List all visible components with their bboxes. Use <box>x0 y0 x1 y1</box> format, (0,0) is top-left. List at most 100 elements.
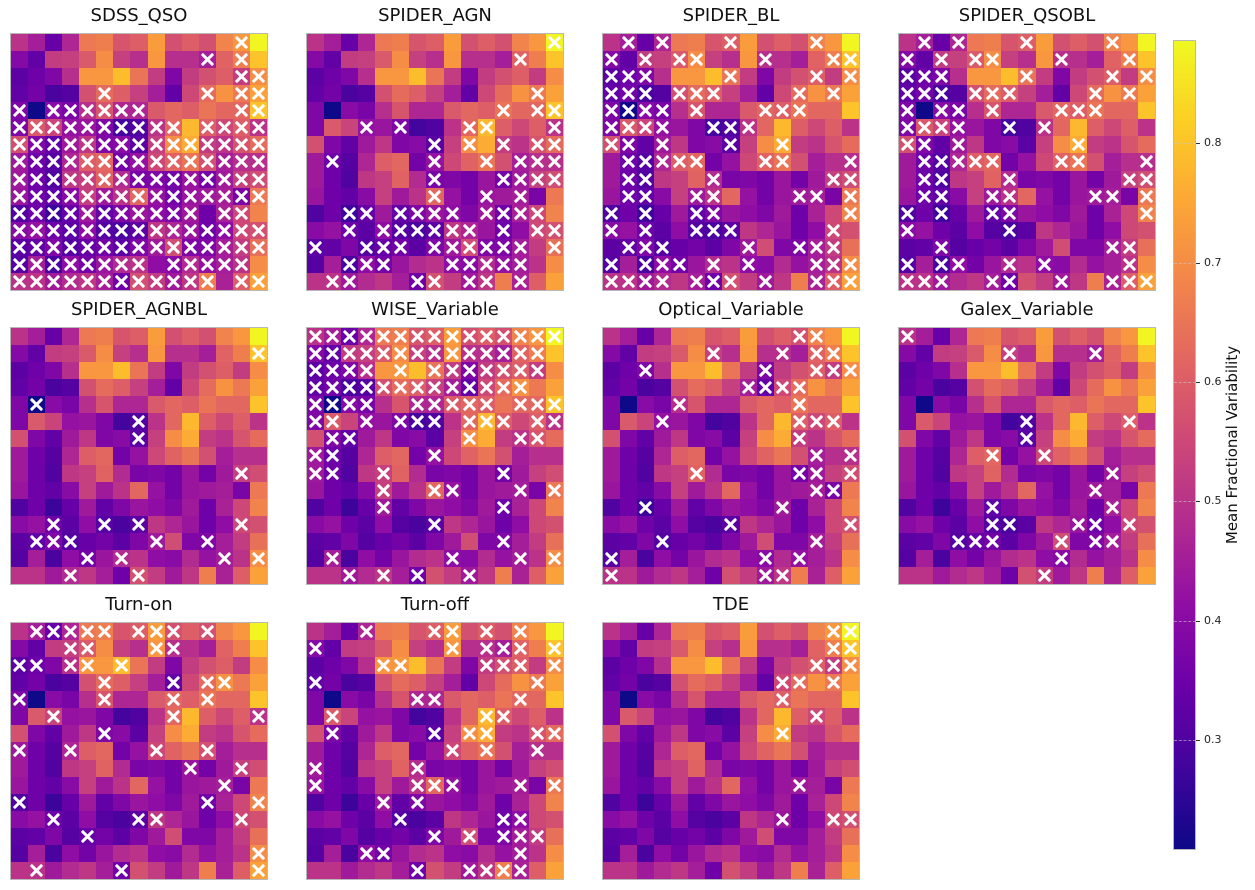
x-marker-icon <box>183 189 198 204</box>
heatmap-cell <box>392 238 410 256</box>
heatmap-cell <box>249 708 267 726</box>
heatmap-cell <box>637 532 655 550</box>
heatmap-cell <box>790 396 808 414</box>
x-marker-icon <box>1019 431 1034 446</box>
heatmap-cell <box>603 566 621 584</box>
x-marker-icon <box>1088 346 1103 361</box>
x-marker-icon <box>621 154 636 169</box>
heatmap-cell <box>950 328 968 346</box>
heatmap-cell <box>950 68 968 86</box>
x-marker-icon <box>1054 274 1069 289</box>
heatmap-cell <box>705 708 723 726</box>
heatmap-cell <box>79 238 97 256</box>
colorbar-gridline <box>1174 263 1196 264</box>
heatmap-cell <box>603 498 621 516</box>
heatmap-cell <box>198 447 216 465</box>
heatmap-cell <box>1103 85 1121 103</box>
heatmap-cell <box>45 187 63 205</box>
x-marker-icon <box>427 363 442 378</box>
heatmap-cell <box>79 272 97 290</box>
heatmap-cell <box>722 810 740 828</box>
x-marker-icon <box>479 380 494 395</box>
heatmap-cell <box>324 810 342 828</box>
heatmap-cell <box>841 776 859 794</box>
heatmap-cell <box>96 532 114 550</box>
heatmap-cell <box>984 272 1002 290</box>
heatmap-cell <box>11 102 29 120</box>
heatmap-cell <box>130 674 148 692</box>
heatmap-cell <box>443 742 461 760</box>
x-marker-icon <box>200 154 215 169</box>
heatmap-cell <box>1018 549 1036 567</box>
x-marker-icon <box>462 346 477 361</box>
x-marker-icon <box>638 120 653 135</box>
heatmap-cell <box>916 68 934 86</box>
heatmap-cell <box>409 34 427 52</box>
heatmap-cell <box>232 515 250 533</box>
heatmap-cell <box>1103 498 1121 516</box>
heatmap-cell <box>45 204 63 222</box>
x-marker-icon <box>1002 172 1017 187</box>
heatmap-cell <box>307 238 325 256</box>
heatmap-cell <box>773 68 791 86</box>
x-marker-icon <box>513 551 528 566</box>
heatmap-cell <box>984 379 1002 397</box>
heatmap-cell <box>249 674 267 692</box>
heatmap-cell <box>45 430 63 448</box>
x-marker-icon <box>445 743 460 758</box>
heatmap-cell <box>96 657 114 675</box>
heatmap-cell <box>477 238 495 256</box>
heatmap-cell <box>249 623 267 641</box>
heatmap-cell <box>739 102 757 120</box>
heatmap-cell <box>1137 345 1155 363</box>
heatmap-cell <box>620 396 638 414</box>
x-marker-icon <box>621 86 636 101</box>
heatmap-cell <box>11 238 29 256</box>
x-marker-icon <box>934 86 949 101</box>
heatmap-cell <box>899 413 917 431</box>
heatmap-cell <box>528 498 546 516</box>
x-marker-icon <box>479 346 494 361</box>
heatmap-cell <box>654 204 672 222</box>
heatmap-cell <box>1069 413 1087 431</box>
heatmap-cell <box>671 566 689 584</box>
heatmap-cell <box>358 153 376 171</box>
heatmap-cell <box>164 776 182 794</box>
heatmap-cell <box>232 379 250 397</box>
heatmap-cell <box>494 255 512 273</box>
heatmap-cell <box>688 170 706 188</box>
heatmap-cell <box>62 549 80 567</box>
heatmap-cell <box>528 566 546 584</box>
heatmap-cell <box>460 827 478 845</box>
heatmap-cell <box>841 345 859 363</box>
x-marker-icon <box>427 624 442 639</box>
heatmap-cell <box>443 827 461 845</box>
heatmap-cell <box>443 221 461 239</box>
heatmap-cell <box>45 102 63 120</box>
heatmap-cell <box>307 861 325 879</box>
heatmap-cell <box>45 776 63 794</box>
heatmap-cell <box>460 221 478 239</box>
heatmap-cell <box>790 708 808 726</box>
x-marker-icon <box>604 223 619 238</box>
heatmap-cell <box>460 674 478 692</box>
x-marker-icon <box>131 189 146 204</box>
heatmap-cell <box>620 102 638 120</box>
heatmap-cell <box>671 623 689 641</box>
heatmap-cell <box>933 51 951 69</box>
heatmap-cell <box>671 640 689 658</box>
heatmap-cell <box>620 85 638 103</box>
heatmap-cell <box>722 102 740 120</box>
heatmap-cell <box>1120 481 1138 499</box>
heatmap-cell <box>113 532 131 550</box>
heatmap-cell <box>511 725 529 743</box>
x-marker-icon <box>723 120 738 135</box>
heatmap-cell <box>790 691 808 709</box>
heatmap-cell <box>967 430 985 448</box>
heatmap-cell <box>249 447 267 465</box>
heatmap-cell <box>494 68 512 86</box>
heatmap-cell <box>307 413 325 431</box>
heatmap-cell <box>11 776 29 794</box>
heatmap-cell <box>1103 464 1121 482</box>
heatmap-cell <box>232 793 250 811</box>
